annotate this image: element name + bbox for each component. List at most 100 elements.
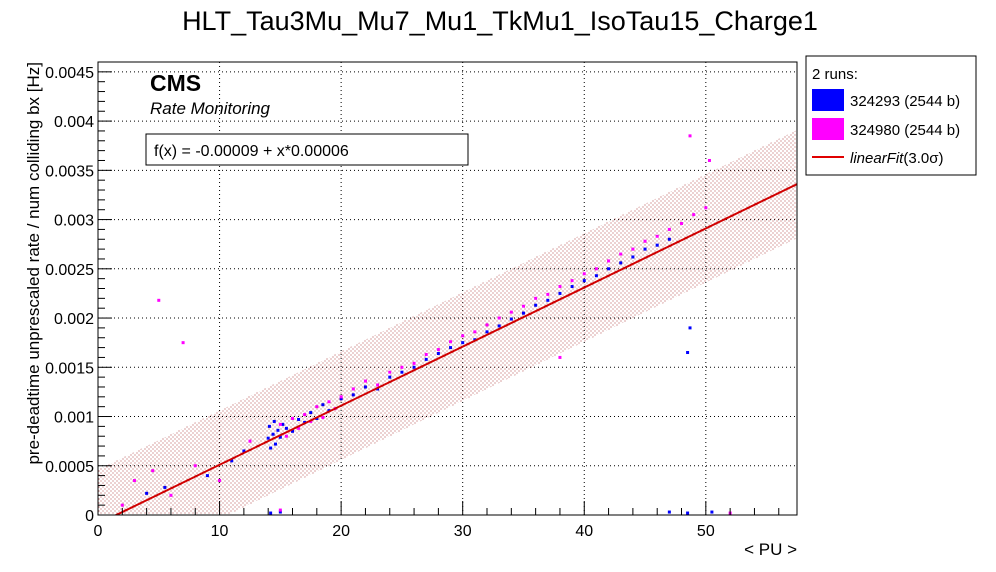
point-run-324293	[163, 485, 167, 489]
point-run-324293	[272, 419, 276, 423]
point-run-324293	[266, 436, 270, 440]
point-run-324293	[607, 267, 611, 271]
fit-line-path	[113, 183, 797, 515]
point-run-324980	[655, 234, 659, 238]
x-tick-label: 0	[94, 523, 103, 540]
fit-formula-box	[145, 133, 469, 166]
x-tick-label: 20	[332, 523, 350, 540]
x-tick-label: 10	[211, 523, 229, 540]
point-run-324293	[546, 298, 550, 302]
point-run-324293	[145, 491, 149, 495]
point-run-324293	[461, 341, 465, 345]
legend-label-run1: 324293 (2544 b)	[850, 93, 960, 110]
point-run-324293	[269, 511, 273, 515]
x-tick-label: 40	[575, 523, 593, 540]
point-run-324980	[485, 323, 489, 327]
point-run-324980	[218, 479, 222, 483]
y-tick-label: 0.0045	[45, 65, 94, 82]
point-run-324980	[321, 416, 325, 420]
point-run-324980	[534, 296, 538, 300]
fit-line	[113, 183, 797, 515]
point-run-324293	[278, 435, 282, 439]
y-tick-label: 0.0035	[45, 163, 94, 180]
y-tick-label: 0.003	[54, 213, 94, 230]
y-axis-title: pre-deadtime unprescaled rate / num coll…	[24, 62, 43, 465]
point-run-324293	[558, 291, 562, 295]
point-run-324980	[297, 426, 301, 430]
point-run-324293	[291, 429, 295, 433]
point-run-324293	[449, 346, 453, 350]
point-run-324293	[351, 393, 355, 397]
axes: 0 10 20 30 40 50 0 0.0005 0.001 0.0015 0.002 0.0025…	[45, 61, 780, 540]
point-run-324293	[281, 422, 285, 426]
point-run-324293	[582, 279, 586, 283]
point-run-324980	[169, 493, 173, 497]
y-tick-label: 0.0015	[45, 360, 94, 377]
point-run-324293	[631, 255, 635, 259]
point-run-324980	[193, 464, 197, 468]
fit-band	[98, 129, 797, 515]
legend-label-run2: 324980 (2544 b)	[850, 122, 960, 139]
point-run-324980	[449, 340, 453, 344]
cms-label: CMS	[150, 70, 201, 96]
x-tick-label: 50	[697, 523, 715, 540]
point-run-324293	[242, 449, 246, 453]
point-run-324980	[315, 405, 319, 409]
point-run-324980	[704, 206, 708, 210]
point-run-324980	[546, 292, 550, 296]
point-run-324293	[655, 243, 659, 247]
point-run-324980	[619, 252, 623, 256]
point-run-324980	[558, 285, 562, 289]
y-tick-label: 0.0005	[45, 459, 94, 476]
point-run-324293	[521, 311, 525, 315]
point-run-324980	[436, 348, 440, 352]
point-run-324980	[248, 439, 252, 443]
point-run-324293	[297, 417, 301, 421]
point-run-324980	[424, 352, 428, 356]
fit-formula: f(x) = -0.00009 + x*0.00006	[154, 143, 349, 160]
point-run-324980	[181, 341, 185, 345]
point-run-324293	[205, 474, 209, 478]
point-run-324293	[667, 510, 671, 514]
point-run-324293	[534, 303, 538, 307]
legend-label-fit: linearFit(3.0σ)	[850, 150, 943, 167]
point-run-324293	[267, 424, 271, 428]
point-run-324980	[339, 395, 343, 399]
legend-label-fit-sigma: (3.0σ)	[903, 150, 943, 167]
chart-title: HLT_Tau3Mu_Mu7_Mu1_TkMu1_IsoTau15_Charge…	[182, 6, 818, 36]
point-run-324980	[461, 334, 465, 338]
point-run-324980	[594, 267, 598, 271]
point-run-324293	[412, 365, 416, 369]
y-tick-label: 0.001	[54, 410, 94, 427]
legend-swatch-run2	[812, 118, 844, 140]
point-run-324980	[132, 479, 136, 483]
point-run-324293	[485, 330, 489, 334]
fit-error-band	[98, 129, 797, 515]
point-run-324293	[436, 351, 440, 355]
point-run-324293	[497, 324, 501, 328]
point-run-324980	[688, 134, 692, 138]
point-run-324980	[521, 304, 525, 308]
point-run-324980	[509, 310, 513, 314]
point-run-324293	[688, 326, 692, 330]
point-run-324293	[619, 261, 623, 265]
point-run-324293	[321, 403, 325, 407]
point-run-324293	[269, 446, 273, 450]
point-run-324980	[376, 383, 380, 387]
point-run-324293	[594, 274, 598, 278]
point-run-324980	[680, 222, 684, 226]
point-run-324980	[388, 370, 392, 374]
point-run-324980	[631, 247, 635, 251]
point-run-324980	[278, 422, 282, 426]
point-run-324980	[607, 259, 611, 263]
point-run-324980	[400, 365, 404, 369]
point-run-324293	[643, 247, 647, 251]
point-run-324293	[363, 385, 367, 389]
point-run-324293	[686, 511, 690, 515]
legend-box	[805, 55, 977, 176]
legend-swatch-run1	[812, 89, 844, 111]
point-run-324980	[151, 469, 155, 473]
point-run-324293	[667, 237, 671, 241]
point-run-324980	[558, 355, 562, 359]
